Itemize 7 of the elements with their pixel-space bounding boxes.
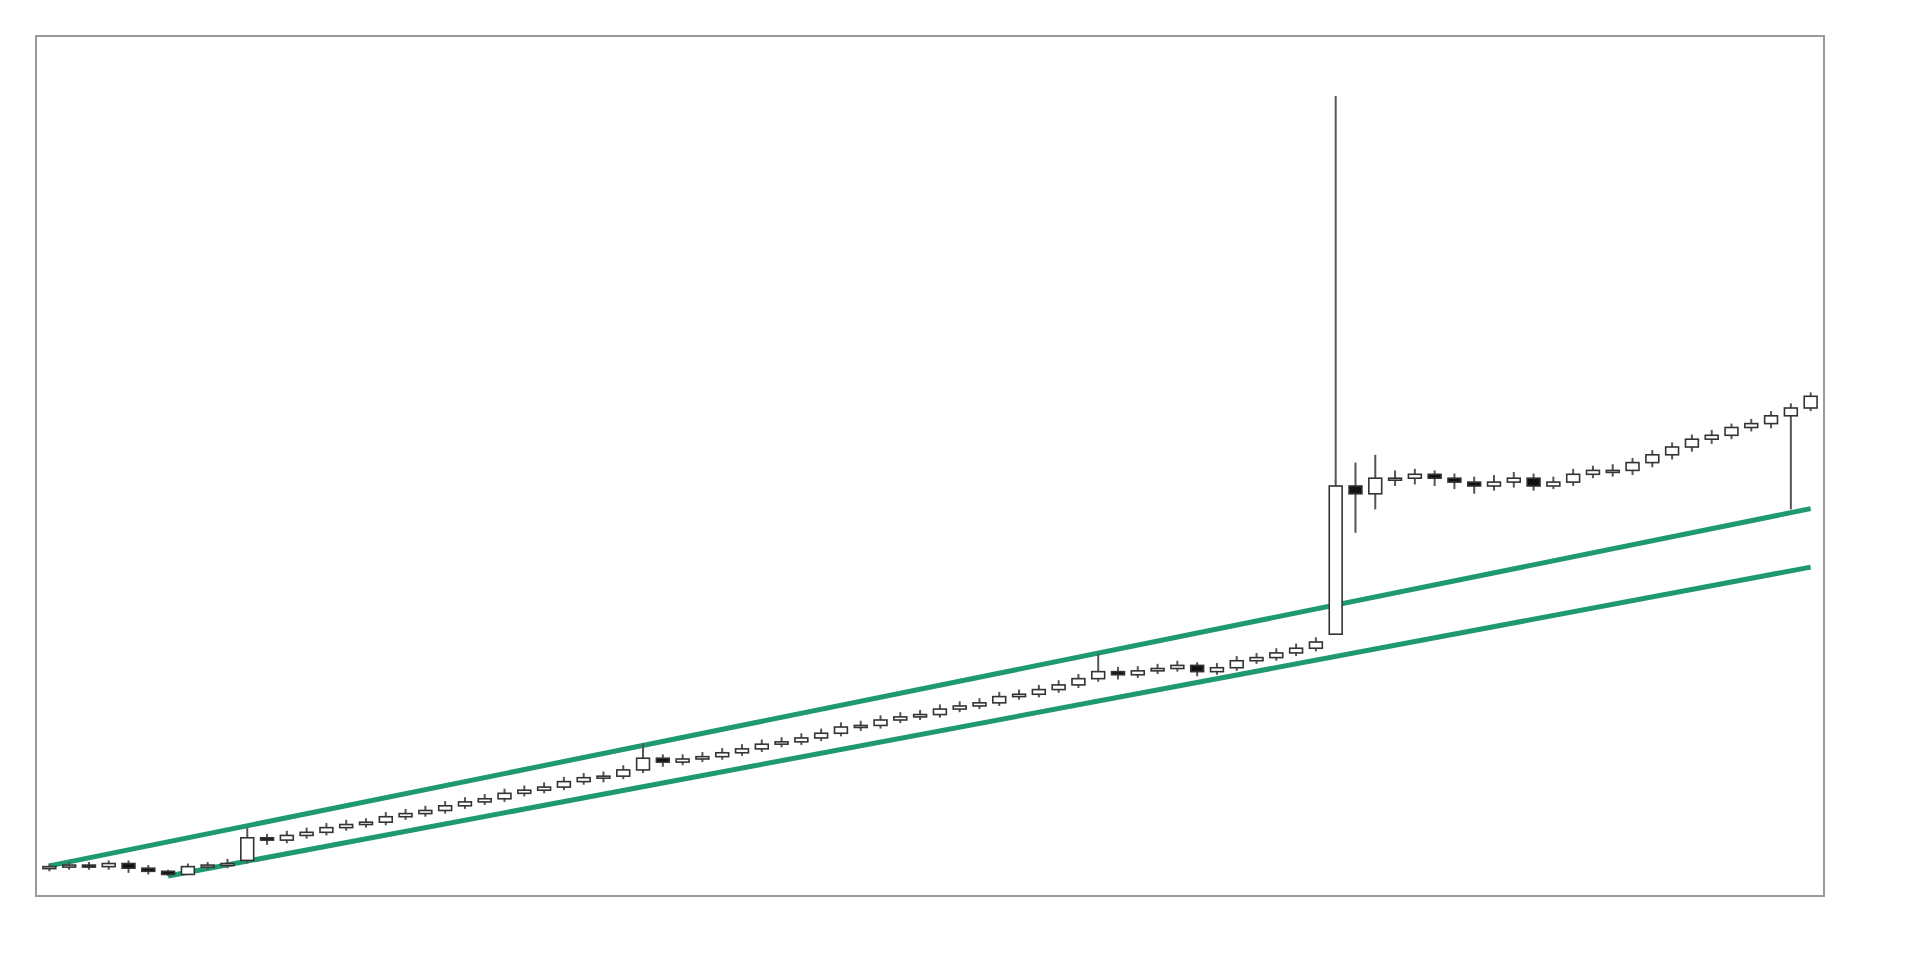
candlestick <box>1368 453 1383 511</box>
candlestick <box>240 826 255 865</box>
candlestick <box>1803 391 1818 413</box>
candlestick <box>1783 402 1799 511</box>
candlestick <box>635 742 651 775</box>
candlestick <box>1090 652 1106 683</box>
candlestick <box>1348 461 1363 534</box>
